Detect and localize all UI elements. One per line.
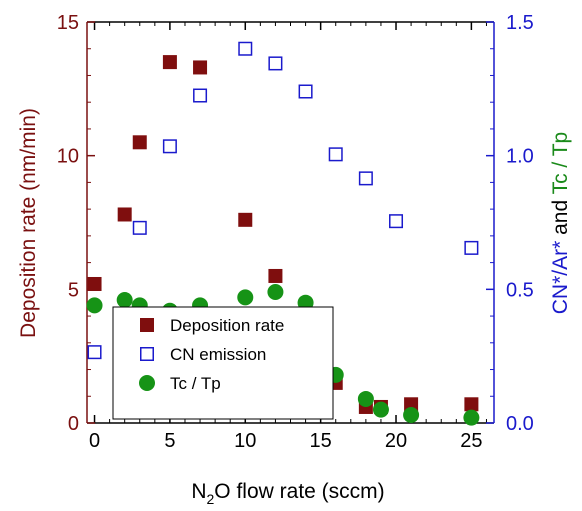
y-left-tick-label: 0 <box>68 413 79 435</box>
data-point <box>358 171 373 186</box>
data-point <box>117 207 132 222</box>
y-left-tick-label: 10 <box>57 146 79 168</box>
axes-layer: 0 5 10 15 20 25 0 5 10 15 0.0 0.5 1.0 1.5 <box>57 12 534 452</box>
data-point <box>464 397 479 412</box>
legend-marker <box>139 375 155 391</box>
data-point <box>238 212 253 227</box>
x-tick-label: 15 <box>310 430 332 452</box>
x-tick-label: 0 <box>89 430 100 452</box>
x-tick-label: 20 <box>385 430 407 452</box>
x-tick-label: 25 <box>460 430 482 452</box>
data-point <box>267 284 284 301</box>
y-axis-left-label: Deposition rate (nm/min) <box>17 108 40 338</box>
series-cn-emission <box>87 41 479 360</box>
data-point <box>372 401 389 418</box>
y-axis-right-label: CN*/Ar* and Tc / Tp <box>549 132 572 314</box>
right-label-part-tc: Tc / Tp <box>549 132 572 195</box>
data-point <box>86 297 103 314</box>
y-right-tick-label: 1.5 <box>506 12 534 34</box>
data-point <box>238 41 253 56</box>
y-right-tick-label: 0.5 <box>506 279 534 301</box>
x-axis-label: N2O flow rate (sccm) <box>191 480 384 507</box>
y-left-tick-label: 5 <box>68 279 79 301</box>
legend: Deposition rate CN emission Tc / Tp <box>112 306 334 420</box>
right-label-part-cn: CN*/Ar* <box>549 241 572 315</box>
y-left-tick-label: 15 <box>57 12 79 34</box>
y-right-tick-label: 1.0 <box>506 146 534 168</box>
legend-label: Deposition rate <box>170 316 284 335</box>
x-tick-label: 10 <box>234 430 256 452</box>
data-point <box>268 268 283 283</box>
legend-label: CN emission <box>170 345 266 364</box>
data-point <box>298 84 313 99</box>
data-point <box>162 139 177 154</box>
data-point <box>328 147 343 162</box>
data-point <box>116 292 133 309</box>
data-point <box>87 345 102 360</box>
legend-marker <box>140 318 154 332</box>
legend-label: Tc / Tp <box>170 374 221 393</box>
data-point <box>464 240 479 255</box>
data-point <box>357 390 374 407</box>
data-point <box>162 55 177 70</box>
x-tick-label: 5 <box>164 430 175 452</box>
data-point <box>87 276 102 291</box>
y-right-tick-label: 0.0 <box>506 413 534 435</box>
data-point <box>132 135 147 150</box>
right-label-part-and: and <box>549 194 572 240</box>
legend-marker <box>140 347 154 361</box>
data-point <box>403 406 420 423</box>
data-point <box>389 214 404 229</box>
data-point <box>268 56 283 71</box>
data-point <box>132 220 147 235</box>
data-point <box>193 88 208 103</box>
data-point <box>237 289 254 306</box>
labels-layer: N2O flow rate (sccm) Deposition rate (nm… <box>17 108 572 507</box>
legend-box <box>112 306 334 420</box>
data-point <box>193 60 208 75</box>
data-point <box>463 409 480 426</box>
data-layer <box>86 41 480 426</box>
